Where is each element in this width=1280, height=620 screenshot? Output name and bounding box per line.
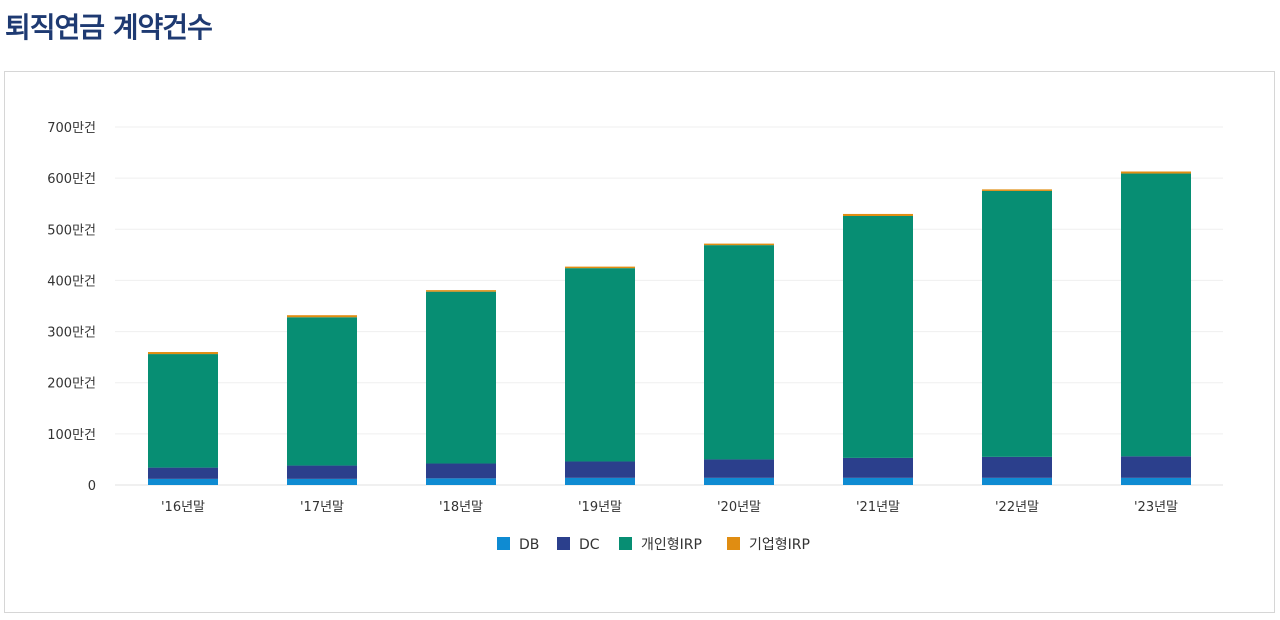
bar-segment-기업형IRP[interactable] (426, 290, 496, 292)
legend-swatch (619, 537, 632, 550)
y-tick-label: 600만건 (47, 172, 96, 187)
x-tick-label: '18년말 (439, 500, 483, 515)
legend-swatch (497, 537, 510, 550)
bar-segment-기업형IRP[interactable] (565, 266, 635, 269)
x-tick-label: '23년말 (1134, 500, 1178, 515)
bar-stack[interactable] (426, 290, 496, 485)
legend-item[interactable]: DB (497, 537, 539, 553)
bar-segment-개인형IRP[interactable] (426, 291, 496, 464)
y-tick-label: 700만건 (47, 121, 96, 136)
bar-segment-DC[interactable] (982, 456, 1052, 478)
bar-segment-기업형IRP[interactable] (287, 315, 357, 318)
legend-item[interactable]: 개인형IRP (619, 537, 702, 553)
bar-segment-DC[interactable] (565, 461, 635, 478)
bar-segment-기업형IRP[interactable] (148, 352, 218, 355)
bar-segment-DC[interactable] (148, 467, 218, 479)
bar-segment-DC[interactable] (426, 463, 496, 479)
x-axis-tick-labels: '16년말 '17년말 '18년말 '19년말 '20년말 '21년말 '22년말 '23년말 (161, 500, 1178, 515)
legend-label: DB (519, 537, 539, 553)
bar-segment-DB[interactable] (704, 477, 774, 485)
x-tick-label: '22년말 (995, 500, 1039, 515)
bar-segment-기업형IRP[interactable] (982, 189, 1052, 191)
legend-label: DC (579, 537, 600, 553)
bar-segment-DC[interactable] (1121, 456, 1191, 478)
legend-item[interactable]: DC (557, 537, 600, 553)
y-tick-label: 200만건 (47, 377, 96, 392)
bar-segment-DC[interactable] (843, 457, 913, 478)
y-tick-label: 100만건 (47, 428, 96, 443)
bar-stack[interactable] (843, 213, 913, 485)
y-axis-tick-labels: 0 100만건 200만건 300만건 400만건 500만건 600만건 700만건 (47, 121, 96, 494)
bar-stack[interactable] (704, 243, 774, 485)
bar-stack[interactable] (982, 189, 1052, 485)
stacked-bar-chart: 0 100만건 200만건 300만건 400만건 500만건 600만건 700만건 '16… (47, 121, 1223, 553)
bar-segment-DB[interactable] (287, 478, 357, 485)
y-tick-label: 0 (88, 479, 96, 494)
bar-segment-DB[interactable] (426, 478, 496, 485)
legend-item[interactable]: 기업형IRP (727, 537, 810, 553)
y-tick-label: 500만건 (47, 223, 96, 238)
bar-segment-DC[interactable] (704, 459, 774, 478)
legend-label: 개인형IRP (641, 537, 702, 553)
page-title: 퇴직연금 계약건수 (5, 11, 213, 44)
bar-segment-DC[interactable] (287, 465, 357, 479)
bar-segment-DB[interactable] (1121, 477, 1191, 485)
bar-groups (148, 171, 1191, 485)
chart-legend[interactable]: DB DC 개인형IRP 기업형IRP (497, 537, 810, 553)
chart-panel: 0 100만건 200만건 300만건 400만건 500만건 600만건 700만건 '16… (4, 71, 1275, 613)
x-tick-label: '19년말 (578, 500, 622, 515)
x-tick-label: '17년말 (300, 500, 344, 515)
bar-segment-기업형IRP[interactable] (1121, 171, 1191, 174)
bar-segment-개인형IRP[interactable] (704, 245, 774, 460)
bar-segment-개인형IRP[interactable] (982, 190, 1052, 457)
bar-segment-DB[interactable] (982, 477, 1052, 485)
bar-segment-DB[interactable] (565, 477, 635, 485)
bar-stack[interactable] (565, 266, 635, 485)
bar-stack[interactable] (1121, 171, 1191, 485)
legend-swatch (557, 537, 570, 550)
bar-segment-개인형IRP[interactable] (565, 268, 635, 462)
bar-segment-개인형IRP[interactable] (1121, 173, 1191, 457)
x-tick-label: '16년말 (161, 500, 205, 515)
legend-swatch (727, 537, 740, 550)
grid-lines (115, 126, 1223, 486)
bar-segment-개인형IRP[interactable] (843, 215, 913, 458)
y-tick-label: 400만건 (47, 274, 96, 289)
legend-label: 기업형IRP (749, 537, 810, 553)
bar-segment-DB[interactable] (148, 478, 218, 485)
bar-segment-DB[interactable] (843, 477, 913, 485)
bar-stack[interactable] (148, 352, 218, 485)
bar-segment-개인형IRP[interactable] (148, 354, 218, 468)
bar-stack[interactable] (287, 315, 357, 485)
bar-segment-기업형IRP[interactable] (843, 213, 913, 216)
y-tick-label: 300만건 (47, 326, 96, 341)
bar-segment-개인형IRP[interactable] (287, 317, 357, 466)
x-tick-label: '21년말 (856, 500, 900, 515)
x-tick-label: '20년말 (717, 500, 761, 515)
bar-segment-기업형IRP[interactable] (704, 243, 774, 246)
